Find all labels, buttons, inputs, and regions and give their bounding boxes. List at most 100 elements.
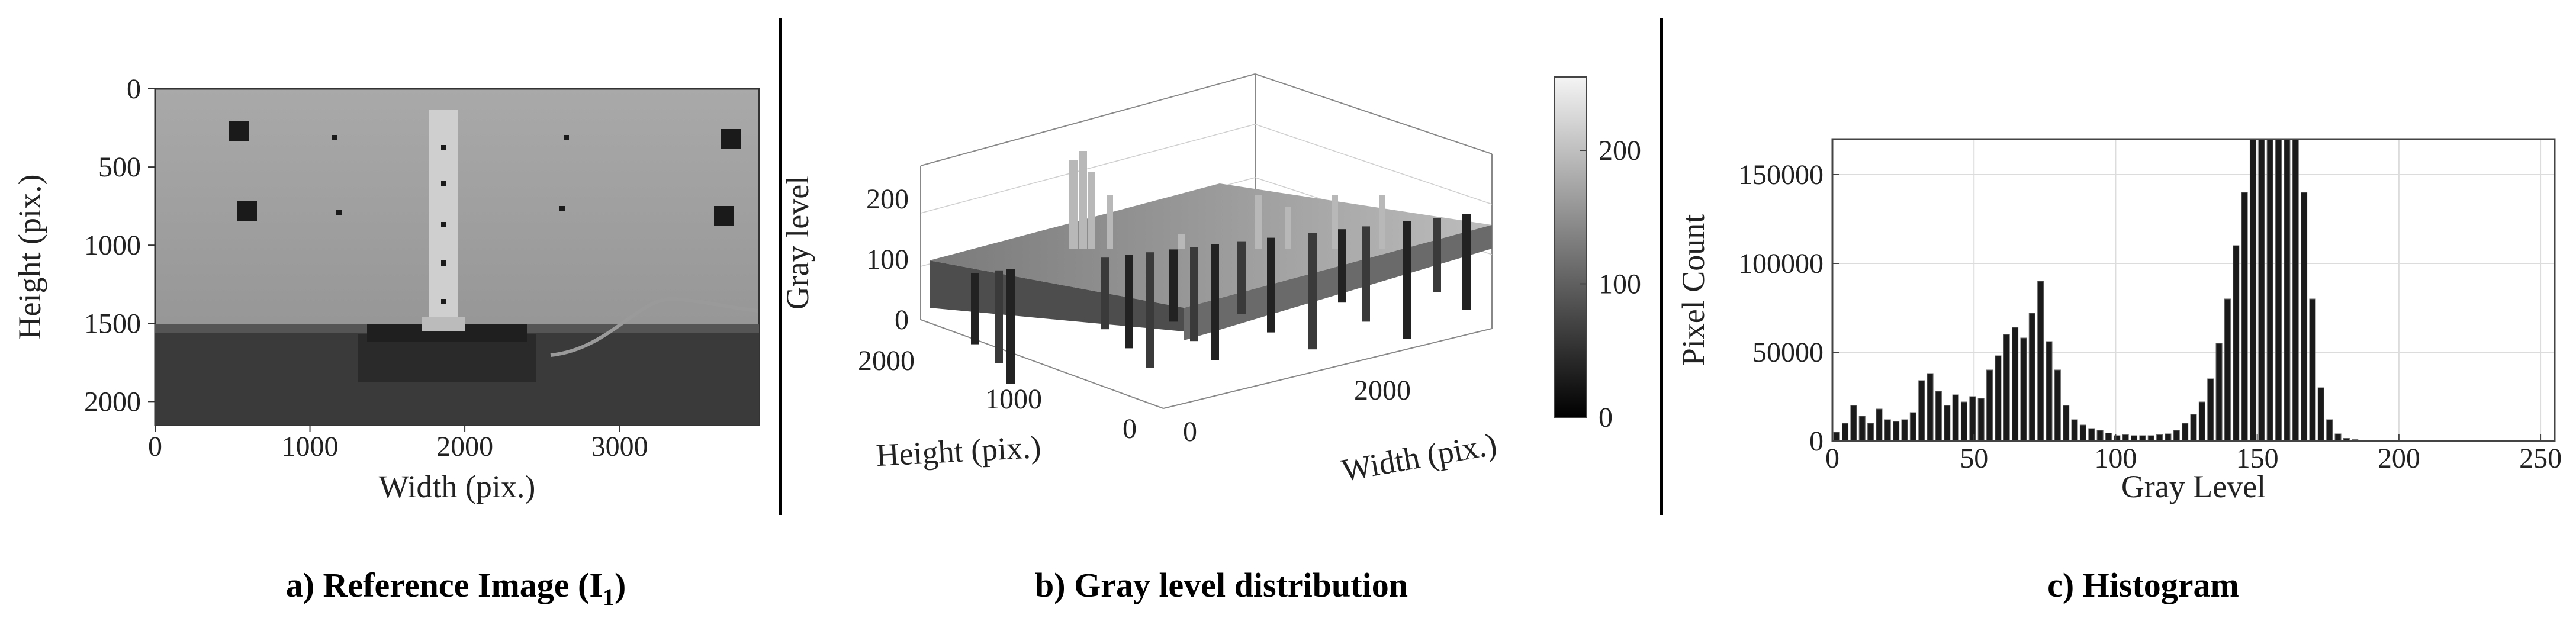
- surface-peak: [1285, 207, 1291, 249]
- c-ytick-label: 0: [1809, 426, 1824, 457]
- photo-fixture-base: [358, 334, 536, 382]
- c-xtick-label: 50: [1960, 443, 1988, 474]
- histogram-bar: [2215, 343, 2223, 442]
- surface-peak: [1069, 160, 1078, 249]
- b-yticks: 0 1000 2000: [858, 345, 1137, 445]
- a-ytick-label: 0: [127, 73, 141, 105]
- histogram-bar: [2326, 419, 2333, 442]
- b-ztick-label: 100: [866, 244, 909, 275]
- c-ytick-label: 100000: [1738, 248, 1824, 279]
- c-ylabel: Pixel Count: [1675, 214, 1711, 366]
- histogram-bar: [2266, 139, 2273, 442]
- b-xticks: 0 2000: [1183, 375, 1411, 448]
- panel-reference-image: 0 1000 2000 3000 0 500 1000 1500 2000 Width (pi…: [12, 73, 760, 610]
- histogram-bar: [1960, 401, 1967, 442]
- b-ylabel: Height (pix.): [875, 429, 1042, 474]
- surface-valley: [1146, 252, 1154, 368]
- colorbar-ticks: 0 100 200: [1580, 135, 1641, 433]
- histogram-bar: [2063, 405, 2070, 442]
- histogram-bar: [2182, 423, 2189, 442]
- histogram-bar: [2003, 334, 2010, 442]
- b-xtick-label: 0: [1183, 416, 1197, 448]
- surface-peak: [1332, 195, 1338, 249]
- b-ytick-label: 0: [1123, 413, 1137, 445]
- surface-peak: [1379, 195, 1385, 249]
- a-xticks: 0 1000 2000 3000: [148, 425, 648, 462]
- b-xtick-label: 2000: [1354, 375, 1411, 406]
- surface-valley: [995, 270, 1003, 363]
- histogram-bar: [1893, 421, 1900, 442]
- histogram-bar: [2079, 424, 2086, 442]
- b-xlabel: Width (pix.): [1339, 426, 1499, 488]
- c-xtick-label: 250: [2519, 443, 2562, 474]
- histogram-bar: [2156, 434, 2163, 442]
- surface-valley: [1308, 233, 1317, 350]
- surface-valley: [1101, 257, 1109, 330]
- surface-peak: [1178, 234, 1185, 249]
- histogram-bar: [2071, 419, 2078, 442]
- photo-specimen-base: [422, 317, 465, 331]
- histogram-bar: [2012, 327, 2019, 442]
- photo-markers: [229, 121, 741, 304]
- surface-valleys: [971, 214, 1471, 384]
- b-caption: b) Gray level distribution: [1035, 566, 1408, 604]
- histogram-bar: [2046, 341, 2053, 442]
- a-yticks: 0 500 1000 1500 2000: [84, 73, 155, 417]
- histogram-bar: [2317, 387, 2324, 442]
- a-caption-main: a) Reference Image (I: [286, 566, 603, 604]
- a-xtick-label: 2000: [436, 431, 493, 462]
- surface-valley: [1125, 255, 1133, 349]
- histogram-bar: [1842, 423, 1849, 442]
- histogram-bar: [2122, 434, 2129, 442]
- c-xtick-label: 100: [2094, 443, 2137, 474]
- surface-valley: [1462, 214, 1471, 310]
- histogram-bar: [1884, 419, 1891, 442]
- histogram-bar: [2198, 401, 2205, 442]
- c-xticks: 0 50 100 150 200 250: [1825, 434, 2562, 474]
- surface-valley: [1338, 229, 1346, 303]
- surface-valley: [1403, 221, 1411, 339]
- surface-valley: [1362, 226, 1370, 322]
- a-ytick-label: 2000: [84, 386, 141, 417]
- histogram-bar: [2249, 139, 2256, 442]
- histogram-bar: [1901, 419, 1908, 442]
- histogram-bar: [2207, 378, 2214, 442]
- a-caption-sub: 1: [603, 584, 615, 610]
- surface-valley: [1169, 249, 1178, 322]
- c-ytick-label: 50000: [1752, 337, 1824, 368]
- photo-cable: [550, 297, 758, 357]
- c-xtick-label: 0: [1825, 443, 1839, 474]
- histogram-bar: [1876, 408, 1883, 442]
- histogram-bar: [2258, 139, 2265, 442]
- surface-valley: [1006, 269, 1015, 384]
- surface-valley: [1237, 241, 1246, 314]
- colorbar-tick-label: 100: [1599, 269, 1641, 300]
- surface-valley: [971, 273, 979, 345]
- histogram-bar: [2292, 139, 2299, 442]
- c-caption: c) Histogram: [2047, 566, 2239, 604]
- surface-peak: [1079, 151, 1087, 249]
- b-ztick-label: 200: [866, 183, 909, 215]
- histogram-bar: [1833, 432, 1840, 442]
- c-xlabel: Gray Level: [2121, 469, 2266, 504]
- c-ytick-label: 150000: [1738, 159, 1824, 191]
- c-plot-border: [1831, 138, 2556, 442]
- b-ytick-label: 1000: [985, 384, 1042, 415]
- histogram-bar: [2165, 433, 2172, 442]
- histogram-bar: [2054, 369, 2061, 442]
- c-bars: [1833, 139, 2367, 442]
- histogram-bar: [1977, 398, 1985, 442]
- histogram-bar: [1858, 416, 1866, 442]
- histogram-bar: [1850, 405, 1857, 442]
- surface-peak: [1255, 195, 1262, 249]
- histogram-bar: [2105, 433, 2112, 442]
- histogram-bar: [1935, 391, 1942, 442]
- histogram-bar: [1909, 412, 1916, 442]
- histogram-bar: [1969, 396, 1976, 442]
- histogram-bar: [1867, 423, 1874, 442]
- histogram-bar: [2224, 298, 2231, 442]
- a-xtick-label: 1000: [282, 431, 339, 462]
- surface-valley: [1267, 237, 1275, 333]
- b-zlabel: Gray level: [780, 176, 815, 310]
